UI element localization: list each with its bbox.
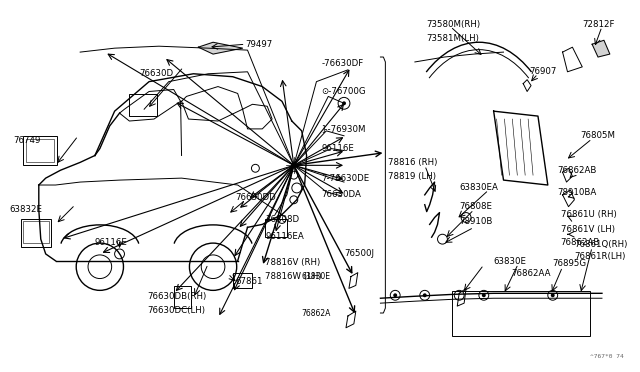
Circle shape [393,293,397,297]
Text: 63830EA: 63830EA [460,183,498,192]
Text: 73580M(RH): 73580M(RH) [427,20,481,29]
Text: 78816 (RH): 78816 (RH) [388,158,438,167]
Text: 76808E: 76808E [460,202,492,211]
Circle shape [551,293,555,297]
Text: 76862AA: 76862AA [511,269,551,278]
Text: ⊙-76700G: ⊙-76700G [321,87,366,96]
Text: 76630DB(RH): 76630DB(RH) [147,292,206,301]
Bar [23,221,49,243]
Text: 78819 (LH): 78819 (LH) [388,171,436,181]
Circle shape [482,293,486,297]
Text: ]--76930M: ]--76930M [321,124,366,134]
Text: 72812F: 72812F [582,20,615,29]
Text: 63830E: 63830E [493,257,527,266]
Bar [233,273,252,288]
Text: 76862A: 76862A [301,308,331,318]
Text: 76861V (LH): 76861V (LH) [561,225,614,234]
Circle shape [342,101,346,105]
Circle shape [291,162,297,168]
Polygon shape [592,40,610,57]
Circle shape [423,293,427,297]
Bar [21,219,51,247]
Text: 78910BA: 78910BA [557,188,597,198]
Text: 67861: 67861 [236,277,263,286]
Text: 96116E: 96116E [95,238,128,247]
Text: 76630D: 76630D [140,69,173,78]
Bar [129,94,157,116]
Bar [26,139,54,162]
Text: 76862AB: 76862AB [557,166,597,175]
Text: 76749: 76749 [13,136,40,145]
Text: 76861Q(RH): 76861Q(RH) [574,240,628,248]
Text: 76630DD: 76630DD [236,193,276,202]
Text: 78816W (LH): 78816W (LH) [265,272,322,281]
Text: 78910B: 78910B [460,217,493,226]
Text: 76861R(LH): 76861R(LH) [574,252,626,262]
Text: 76861U (RH): 76861U (RH) [561,210,616,219]
Text: 76895G: 76895G [553,259,587,268]
Text: 76630DA: 76630DA [321,190,361,199]
Text: ^767*0 74: ^767*0 74 [590,354,624,359]
Text: 7-76630DE: 7-76630DE [321,174,370,183]
Text: 76630DC(LH): 76630DC(LH) [147,305,205,315]
Bar [452,291,590,336]
Bar [173,286,191,308]
Polygon shape [198,42,243,54]
Bar [265,219,287,237]
Text: 76808D: 76808D [265,215,300,224]
Text: 96116E: 96116E [321,144,355,153]
Text: 63830E: 63830E [301,272,331,281]
Bar [23,136,56,165]
Text: 63832E: 63832E [9,205,42,214]
Text: 76805M: 76805M [580,131,615,140]
Text: 76907: 76907 [529,67,556,76]
Text: 79497: 79497 [246,40,273,49]
Text: 73581M(LH): 73581M(LH) [427,34,479,43]
Text: 76500J: 76500J [344,250,374,259]
Text: 78816V (RH): 78816V (RH) [265,258,321,267]
Text: 96116EA: 96116EA [265,232,304,241]
Text: -76630DF: -76630DF [321,60,364,68]
Text: 76862AB: 76862AB [561,238,600,247]
